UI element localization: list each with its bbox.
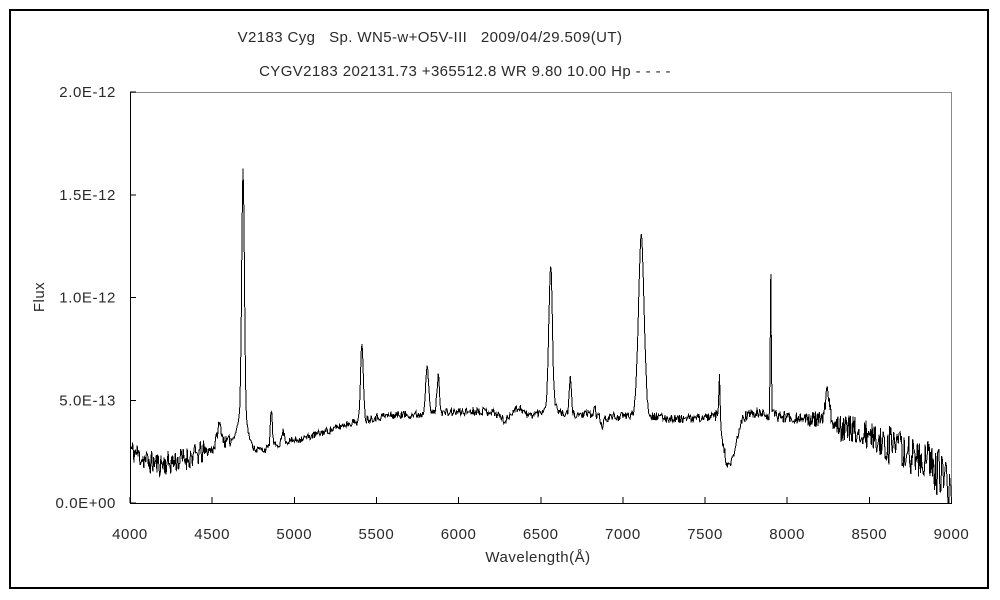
x-tick-label: 4500 [194, 526, 230, 543]
y-tick-label: 1.5E-12 [59, 187, 116, 204]
x-tick-label: 6000 [441, 526, 477, 543]
chart-subtitle: CYGV2183 202131.73 +365512.8 WR 9.80 10.… [259, 63, 671, 80]
x-tick-label: 7500 [687, 526, 723, 543]
chart-title: V2183 Cyg Sp. WN5-w+O5V-III 2009/04/29.5… [238, 29, 623, 46]
x-tick-label: 5500 [359, 526, 395, 543]
y-tick-label: 1.0E-12 [59, 290, 116, 307]
x-axis-ticks [129, 497, 952, 503]
spectrum-line [129, 168, 952, 504]
x-tick-label: 5000 [276, 526, 312, 543]
y-tick-label: 5.0E-13 [59, 392, 116, 409]
y-tick-label: 2.0E-12 [59, 84, 116, 101]
x-axis-label: Wavelength(Å) [485, 549, 590, 566]
y-tick-labels: 0.0E+00 5.0E-13 1.0E-12 1.5E-12 2.0E-12 [55, 84, 116, 512]
plot-frame [129, 92, 952, 505]
x-tick-label: 4000 [112, 526, 148, 543]
y-axis-label: Flux [31, 282, 48, 312]
outer-border [9, 9, 989, 589]
y-axis-ticks [130, 91, 136, 504]
x-tick-label: 6500 [523, 526, 559, 543]
x-tick-label: 8000 [769, 526, 805, 543]
x-tick-labels: 4000 4500 5000 5500 6000 6500 7000 7500 8000 8500… [112, 526, 969, 543]
x-tick-label: 7000 [605, 526, 641, 543]
x-tick-label: 9000 [934, 526, 970, 543]
y-tick-label: 0.0E+00 [55, 495, 116, 512]
x-tick-label: 8500 [851, 526, 887, 543]
